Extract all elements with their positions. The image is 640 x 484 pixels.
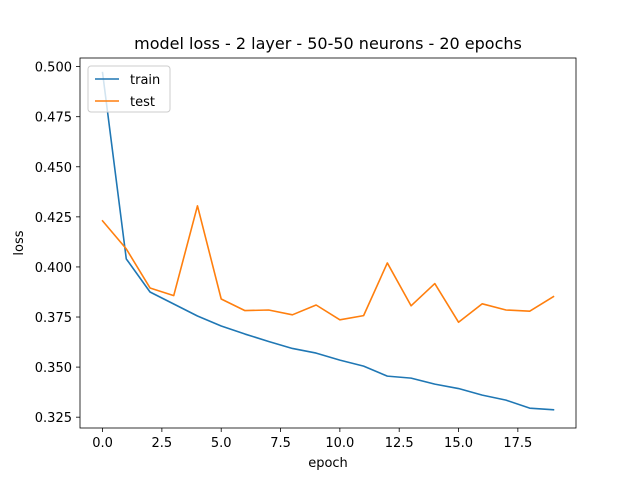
series-line-train [101,71,555,411]
y-tick-label: 0.450 [35,161,72,176]
x-tick-label: 10.0 [325,436,354,451]
axes-frame [79,57,577,429]
y-axis-label: loss [12,230,27,255]
plot-area [79,57,577,429]
legend-label-train: train [130,73,160,88]
x-axis-label: epoch [308,456,348,471]
series-line-test [101,205,555,324]
x-tick-label: 0.0 [92,436,113,451]
x-tick-label: 15.0 [444,436,473,451]
chart-title: model loss - 2 layer - 50-50 neurons - 2… [134,34,522,53]
x-tick-label: 2.5 [152,436,173,451]
legend: train test [87,65,171,113]
x-tick-label: 17.5 [503,436,532,451]
x-tick-label: 7.5 [270,436,291,451]
x-tick-label: 5.0 [211,436,232,451]
y-tick-label: 0.400 [35,261,72,276]
y-tick-label: 0.500 [35,61,72,76]
x-tick-label: 12.5 [385,436,414,451]
y-tick-label: 0.375 [35,311,72,326]
y-tick-label: 0.325 [35,411,72,426]
series-layer [101,71,555,411]
y-axis: 0.325 0.350 0.375 0.400 0.425 0.450 0.475 0.500 [35,61,80,426]
legend-label-test: test [130,95,155,110]
y-tick-label: 0.350 [35,361,72,376]
x-axis: 0.0 2.5 5.0 7.5 10.0 12.5 15.0 17.5 [92,428,532,451]
y-tick-label: 0.425 [35,211,72,226]
y-tick-label: 0.475 [35,111,72,126]
